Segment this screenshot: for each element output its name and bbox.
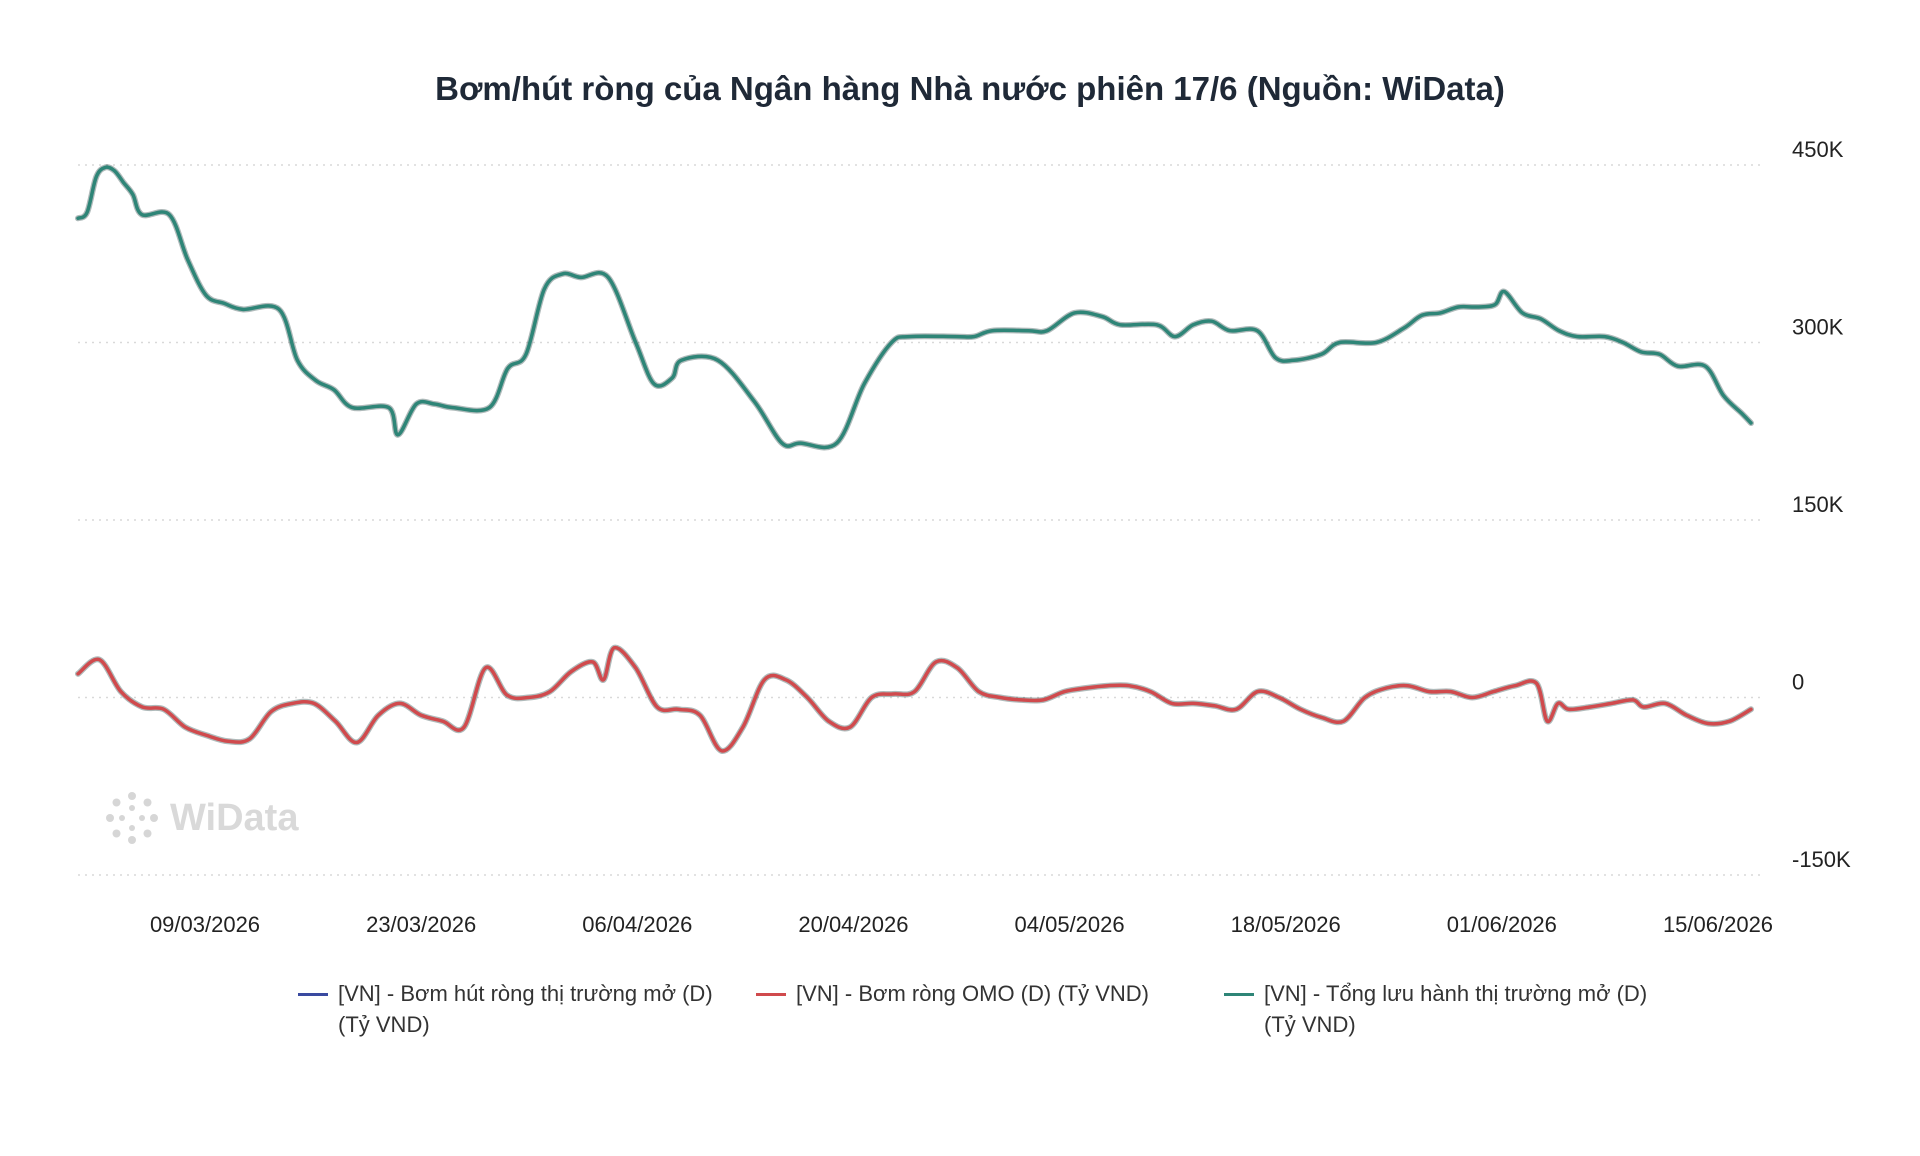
- x-tick-label: 06/04/2026: [582, 912, 692, 937]
- watermark: WiData: [104, 790, 298, 846]
- legend-swatch-teal: [1224, 993, 1254, 996]
- widata-logo-icon: [106, 792, 158, 844]
- x-tick-label: 04/05/2026: [1015, 912, 1125, 937]
- x-tick-label: 15/06/2026: [1663, 912, 1773, 937]
- legend-label: [VN] - Tổng lưu hành thị trường mở (D) (…: [1264, 981, 1648, 1037]
- series-line-1: [76, 645, 1753, 753]
- y-tick-label: 450K: [1792, 137, 1844, 162]
- series-line-2: [76, 165, 1753, 450]
- x-tick-label: 09/03/2026: [150, 912, 260, 937]
- y-tick-label: 150K: [1792, 492, 1844, 517]
- grid-lines: [78, 164, 1762, 876]
- legend-label: [VN] - Bơm hút ròng thị trường mở (D) (T…: [338, 981, 713, 1037]
- x-tick-label: 20/04/2026: [798, 912, 908, 937]
- series-lines: [75, 164, 1754, 754]
- y-tick-label: -150K: [1792, 847, 1851, 872]
- series-line-shadow: [75, 644, 1754, 754]
- legend-swatch-blue: [298, 993, 328, 996]
- y-tick-label: 300K: [1792, 315, 1844, 340]
- watermark-text: WiData: [170, 796, 299, 839]
- chart-title: Bơm/hút ròng của Ngân hàng Nhà nước phiê…: [435, 70, 1505, 107]
- x-axis-ticks: 09/03/2026 23/03/2026 06/04/2026 20/04/2026…: [150, 912, 1773, 937]
- legend-label: [VN] - Bơm ròng OMO (D) (Tỷ VND): [796, 981, 1149, 1006]
- y-tick-label: 0: [1792, 670, 1804, 695]
- x-tick-label: 01/06/2026: [1447, 912, 1557, 937]
- x-tick-label: 18/05/2026: [1231, 912, 1341, 937]
- x-tick-label: 23/03/2026: [366, 912, 476, 937]
- y-axis-ticks: 450K 300K 150K 0 -150K: [1792, 137, 1851, 872]
- legend-swatch-red: [756, 993, 786, 996]
- series-line-shadow: [75, 164, 1754, 451]
